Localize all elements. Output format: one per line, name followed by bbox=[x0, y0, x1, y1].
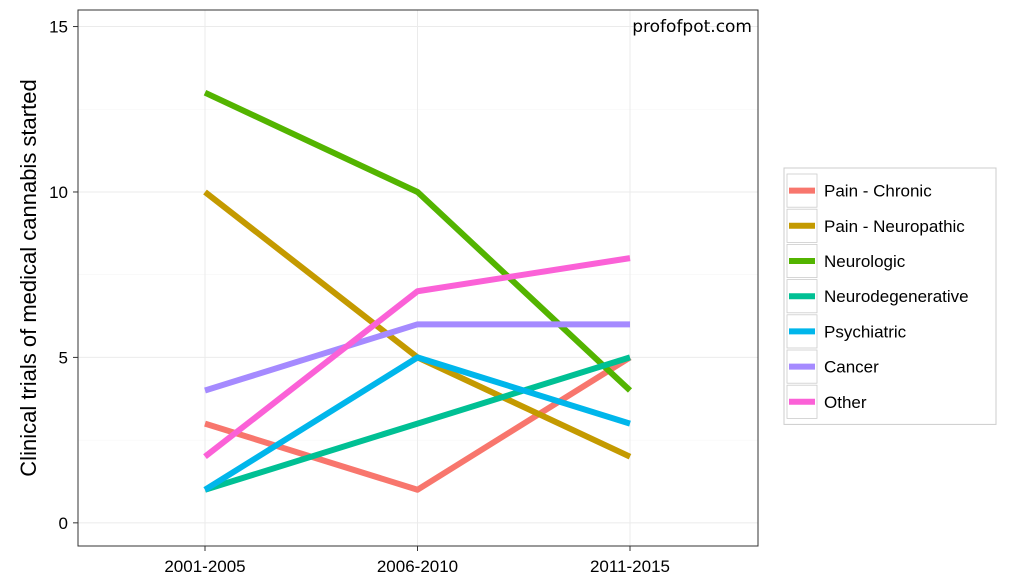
legend-label: Pain - Chronic bbox=[824, 182, 932, 201]
legend-item: Psychiatric bbox=[786, 314, 907, 349]
legend-label: Neurologic bbox=[824, 252, 906, 271]
legend-item: Cancer bbox=[786, 349, 879, 384]
legend-label: Psychiatric bbox=[824, 322, 907, 341]
watermark-annotation: profofpot.com bbox=[632, 17, 752, 37]
y-tick-label: 10 bbox=[49, 183, 68, 202]
series-line-neurodegenerative bbox=[204, 354, 631, 493]
y-tick-label: 0 bbox=[59, 514, 68, 533]
x-tick-label: 2001-2005 bbox=[164, 557, 245, 576]
series-line-psychiatric bbox=[203, 354, 631, 493]
legend-item: Neurologic bbox=[786, 243, 906, 278]
y-axis-label: Clinical trials of medical cannabis star… bbox=[16, 79, 41, 476]
legend-box bbox=[783, 167, 997, 425]
y-tick-label: 5 bbox=[59, 348, 68, 367]
legend-label: Pain - Neuropathic bbox=[824, 217, 965, 236]
legend-item: Neurodegenerative bbox=[786, 279, 969, 314]
legend: Pain - Chronic Pain - Neuropathic Neurolog… bbox=[783, 167, 997, 425]
legend-item: Pain - Chronic bbox=[786, 173, 932, 208]
legend-label: Other bbox=[824, 393, 867, 412]
legend-label: Neurodegenerative bbox=[824, 287, 969, 306]
legend-label: Cancer bbox=[824, 358, 879, 377]
x-tick-label: 2006-2010 bbox=[377, 557, 458, 576]
series-line-cancer bbox=[204, 321, 630, 394]
y-tick-label: 15 bbox=[49, 18, 68, 37]
series-line-other bbox=[203, 255, 631, 460]
axes: 0 5 10 15 2001-2005 2006-2010 2011-2015 bbox=[49, 18, 670, 576]
legend-item: Other bbox=[786, 384, 867, 419]
legend-item: Pain - Neuropathic bbox=[786, 208, 965, 243]
x-tick-label: 2011-2015 bbox=[590, 557, 670, 576]
series-lines bbox=[203, 89, 633, 493]
